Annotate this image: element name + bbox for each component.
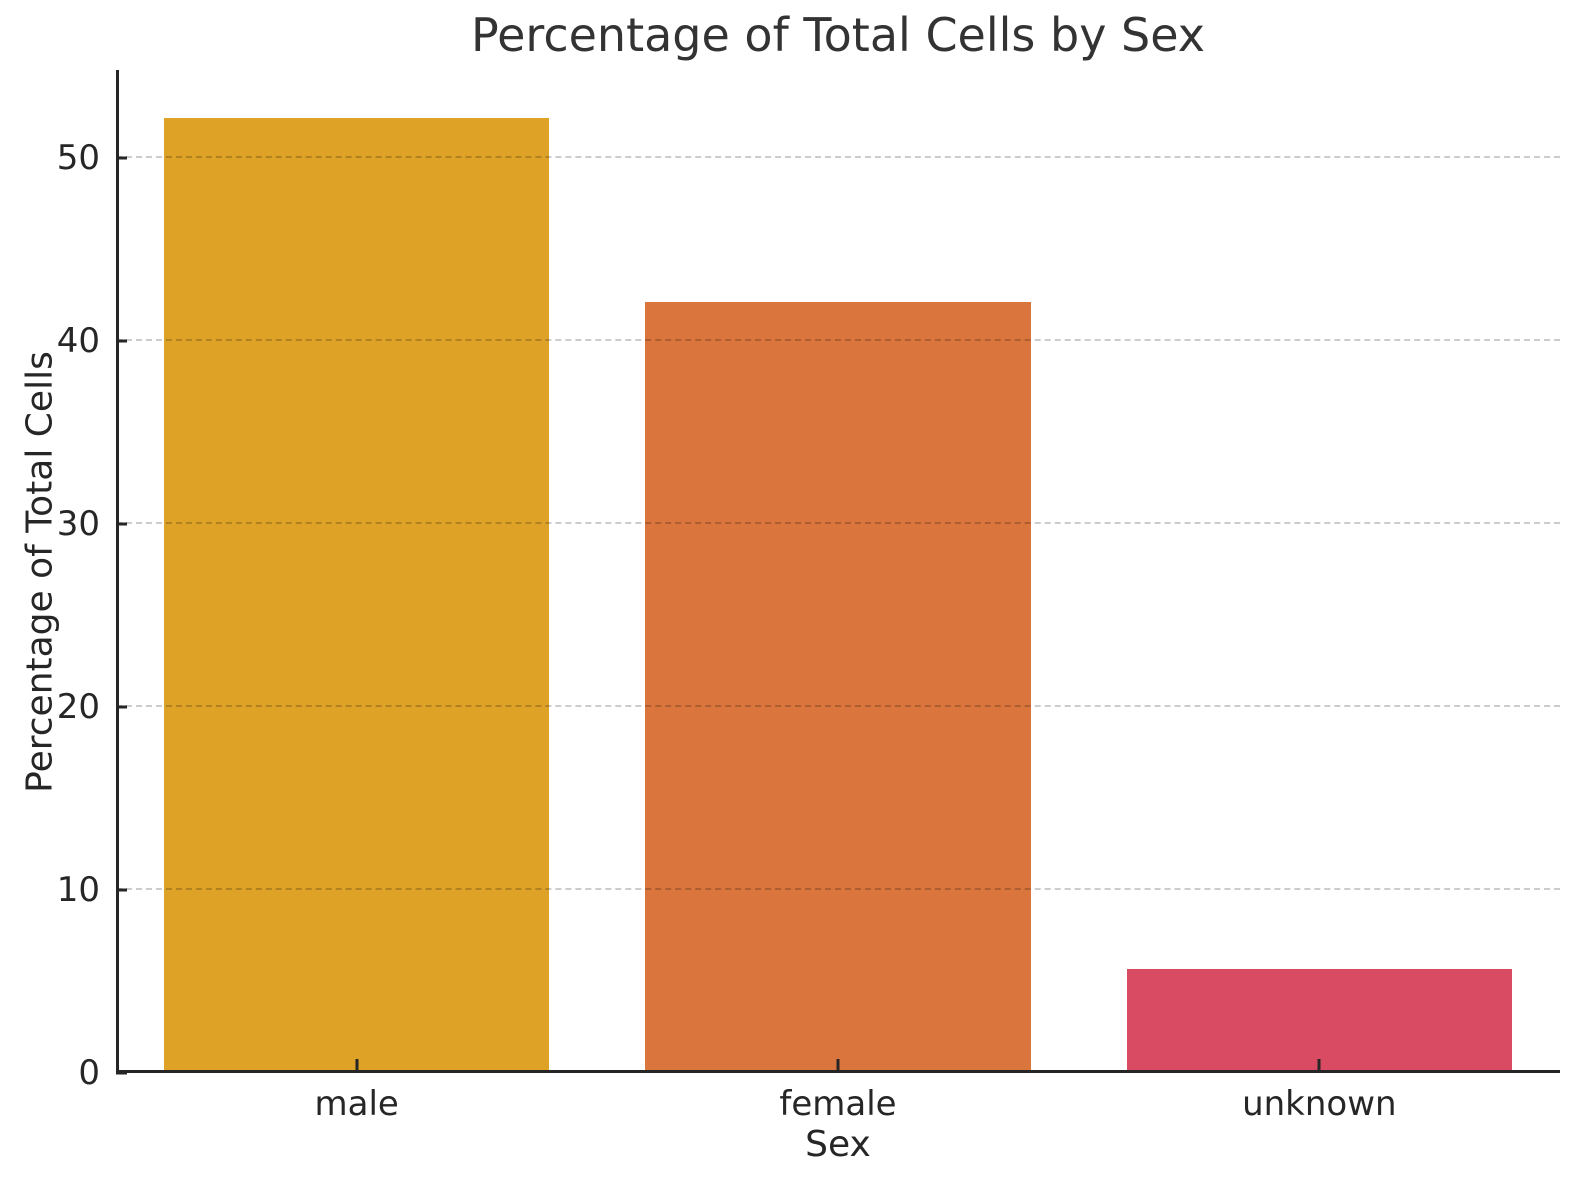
bar-female: [645, 302, 1031, 1073]
y-axis-label: Percentage of Total Cells: [19, 351, 61, 793]
bar-male: [164, 117, 550, 1073]
x-tick-label-female: female: [779, 1084, 897, 1124]
y-axis-spine: [116, 70, 119, 1073]
y-tick-label-30: 30: [56, 503, 100, 544]
x-tick-mark-male: [355, 1059, 359, 1070]
bar-unknown: [1126, 968, 1512, 1073]
y-tick-label-50: 50: [56, 137, 100, 178]
x-tick-mark-female: [836, 1059, 840, 1070]
y-tick-mark-10: [116, 888, 127, 892]
y-tick-mark-50: [116, 156, 127, 160]
y-tick-mark-0: [116, 1071, 127, 1075]
chart-title: Percentage of Total Cells by Sex: [471, 8, 1205, 62]
x-axis-label: Sex: [805, 1124, 871, 1165]
y-tick-label-40: 40: [56, 320, 100, 361]
x-tick-mark-unknown: [1317, 1059, 1321, 1070]
y-tick-mark-30: [116, 522, 127, 526]
x-tick-label-male: male: [314, 1084, 399, 1124]
y-tick-mark-20: [116, 705, 127, 709]
y-tick-mark-40: [116, 339, 127, 343]
y-tick-label-10: 10: [56, 869, 100, 910]
plot-area: 0 10 20 30 40 50 male female unknown: [57, 70, 1560, 1121]
x-axis-spine: [116, 1070, 1560, 1073]
x-tick-label-unknown: unknown: [1242, 1084, 1397, 1124]
y-tick-label-20: 20: [56, 686, 100, 727]
y-tick-label-0: 0: [78, 1053, 100, 1093]
